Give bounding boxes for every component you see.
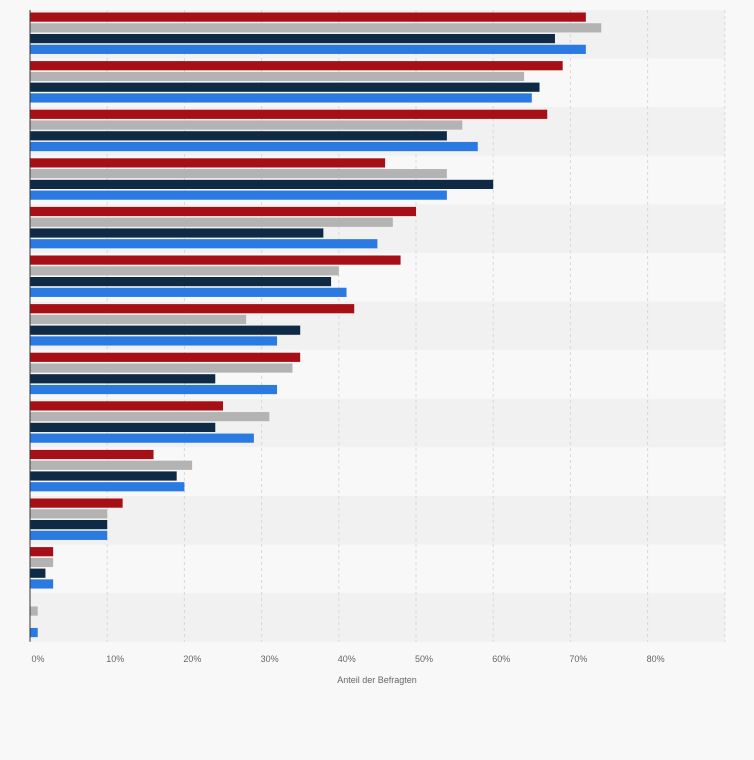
bar (30, 217, 393, 227)
category-band (30, 593, 725, 642)
bar (30, 82, 540, 92)
bar (30, 530, 108, 540)
x-tick-label: 30% (261, 654, 279, 664)
bar (30, 449, 154, 460)
bar (30, 412, 270, 422)
bar (30, 363, 293, 373)
bar (30, 266, 339, 276)
x-tick-label: 60% (492, 654, 510, 664)
bar (30, 61, 563, 71)
bar (30, 336, 278, 346)
bar (30, 287, 347, 297)
bar (30, 206, 416, 217)
x-tick-label: 0% (31, 654, 44, 664)
bar (30, 384, 278, 395)
bar (30, 374, 216, 384)
bar (30, 169, 447, 179)
bar (30, 239, 378, 249)
bar (30, 93, 532, 103)
bar (30, 228, 324, 238)
bar (30, 520, 108, 530)
category-band (30, 496, 725, 545)
bar (30, 482, 185, 492)
bar (30, 352, 301, 362)
bar (30, 325, 301, 335)
bar (30, 433, 254, 443)
bar (30, 568, 46, 578)
bar (30, 304, 355, 314)
x-tick-label: 70% (569, 654, 587, 664)
bar (30, 255, 401, 265)
bar (30, 141, 478, 152)
bar (30, 277, 332, 287)
x-tick-labels: 0% 10% 20% 30% 40% 50% 60% 70% 80% (31, 654, 664, 664)
bar (30, 498, 123, 508)
x-axis-title: Anteil der Befragten (337, 675, 417, 685)
bar (30, 627, 38, 638)
bar (30, 190, 447, 200)
bar (30, 71, 525, 82)
bar (30, 109, 548, 119)
x-tick-label: 40% (338, 654, 356, 664)
bar (30, 606, 38, 616)
bar (30, 460, 193, 470)
bar (30, 12, 586, 22)
x-tick-label: 50% (415, 654, 433, 664)
category-band (30, 544, 725, 594)
x-tick-label: 80% (647, 654, 665, 664)
bar (30, 579, 54, 589)
bar (30, 23, 602, 33)
x-tick-label: 20% (183, 654, 201, 664)
bars (30, 12, 602, 638)
bar (30, 158, 386, 168)
bar (30, 547, 54, 557)
bar (30, 44, 586, 54)
bar (30, 179, 494, 189)
bar (30, 557, 54, 568)
bar (30, 509, 108, 519)
bar (30, 314, 247, 325)
bar (30, 34, 555, 44)
bar (30, 131, 447, 141)
bar (30, 120, 463, 130)
bar (30, 422, 216, 432)
x-tick-label: 10% (106, 654, 124, 664)
bar (30, 401, 223, 411)
bar (30, 471, 177, 481)
